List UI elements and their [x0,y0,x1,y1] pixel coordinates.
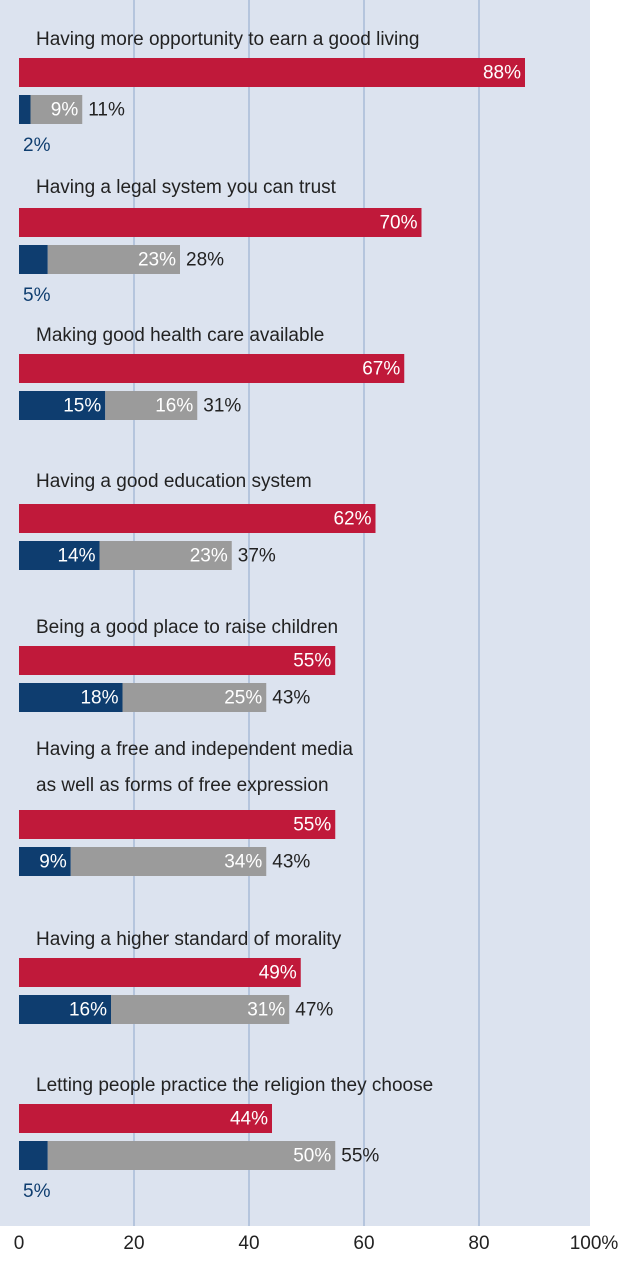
bar [99,541,232,570]
value-label: 67% [362,359,400,380]
bar [122,683,267,712]
value-label: 62% [333,509,371,530]
value-label: 16% [69,1000,107,1021]
bar [19,504,376,533]
x-tick-label: 60 [353,1233,374,1254]
category-label: Having a good education system [36,471,312,492]
total-label: 47% [295,1000,333,1021]
bar [19,847,71,876]
bar [19,810,336,839]
value-label: 55% [293,651,331,672]
value-label: 16% [155,396,193,417]
bar [19,541,100,570]
bar [19,208,422,237]
category-label: as well as forms of free expression [36,775,329,796]
value-label: 55% [293,815,331,836]
x-tick-label: 100% [570,1233,619,1254]
value-label: 49% [259,963,297,984]
value-label: 9% [51,100,79,121]
bar [19,245,48,274]
bar [105,391,198,420]
category-label: Being a good place to raise children [36,617,338,638]
category-label: Having a higher standard of morality [36,929,342,950]
bar [19,995,111,1024]
x-tick-label: 20 [123,1233,144,1254]
category-label: Having more opportunity to earn a good l… [36,29,419,50]
total-label: 31% [203,396,241,417]
value-label: 5% [23,1181,51,1202]
bar [19,354,405,383]
bar [19,958,301,987]
bar [19,1104,272,1133]
value-label: 15% [63,396,101,417]
bar [47,1141,336,1170]
value-label: 50% [293,1146,331,1167]
total-label: 55% [341,1146,379,1167]
value-label: 9% [39,852,67,873]
value-label: 70% [379,213,417,234]
category-label: Having a free and independent media [36,739,353,760]
value-label: 25% [224,688,262,709]
value-label: 23% [138,250,176,271]
value-label: 44% [230,1109,268,1130]
value-label: 88% [483,63,521,84]
bar [47,245,180,274]
value-label: 18% [80,688,118,709]
category-label: Having a legal system you can trust [36,177,337,198]
bar [19,646,336,675]
value-label: 34% [224,852,262,873]
bar [19,95,31,124]
bar [19,1141,48,1170]
value-label: 5% [23,285,51,306]
x-tick-label: 40 [238,1233,259,1254]
category-label: Making good health care available [36,325,324,346]
bar [19,58,525,87]
bar [70,847,267,876]
x-tick-label: 80 [468,1233,489,1254]
total-label: 28% [186,250,224,271]
bar [19,391,106,420]
value-label: 23% [190,546,228,567]
total-label: 43% [272,852,310,873]
total-label: 43% [272,688,310,709]
bar [19,683,123,712]
total-label: 37% [238,546,276,567]
value-label: 14% [57,546,95,567]
bar [30,95,83,124]
x-tick-label: 0 [14,1233,25,1254]
total-label: 11% [88,100,125,121]
bar [111,995,290,1024]
value-label: 31% [247,1000,285,1021]
value-label: 2% [23,135,51,156]
category-label: Letting people practice the religion the… [36,1075,433,1096]
